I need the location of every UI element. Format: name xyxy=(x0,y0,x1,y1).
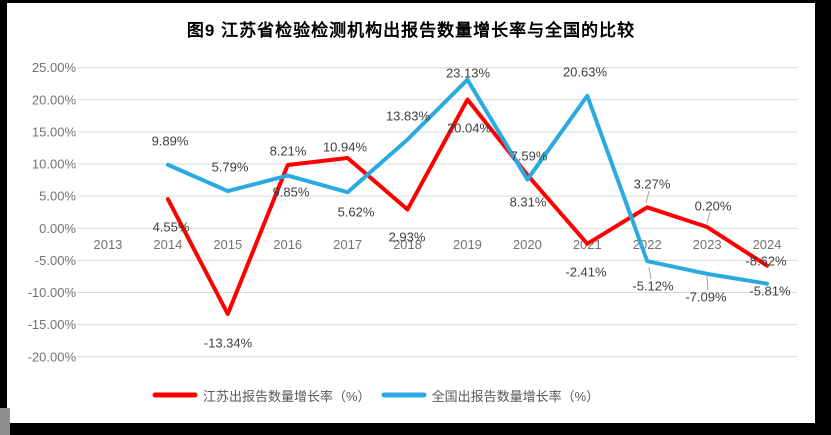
jiangsu-data-label: 9.85% xyxy=(273,185,310,200)
jiangsu-data-label: 4.55% xyxy=(153,220,190,235)
national-legend-swatch xyxy=(381,392,427,398)
figure-border-corner xyxy=(0,408,10,435)
x-axis-label: 2015 xyxy=(213,237,242,252)
national-data-label: 7.59% xyxy=(511,149,548,164)
x-axis-label: 2024 xyxy=(753,237,782,252)
national-data-label: 5.62% xyxy=(338,205,375,220)
legend-item-jiangsu: 江苏出报告数量增长率（%） xyxy=(152,386,371,405)
figure-border-bottom xyxy=(10,423,831,435)
national-data-label: 9.89% xyxy=(152,134,189,149)
chart-legend: 江苏出报告数量增长率（%） 全国出报告数量增长率（%） xyxy=(152,386,599,404)
y-axis-tick-label: 25.00% xyxy=(32,60,77,75)
national-label-leader-line xyxy=(706,275,709,291)
y-axis-tick-label: -15.00% xyxy=(28,317,77,332)
jiangsu-legend-swatch xyxy=(152,392,198,398)
chart-title: 图9 江苏省检验检测机构出报告数量增长率与全国的比较 xyxy=(186,21,636,40)
y-axis-tick-label: 20.00% xyxy=(32,92,77,107)
jiangsu-data-label: -13.34% xyxy=(204,336,253,351)
jiangsu-data-label: 2.93% xyxy=(389,230,426,245)
jiangsu-data-label: 3.27% xyxy=(634,177,671,192)
national-data-label: -5.12% xyxy=(632,279,674,294)
jiangsu-data-label: 10.94% xyxy=(323,140,368,155)
x-axis-label: 2020 xyxy=(513,237,542,252)
national-legend-label: 全国出报告数量增长率（%） xyxy=(431,388,600,404)
national-data-label: 23.13% xyxy=(446,66,491,81)
x-axis-label: 2014 xyxy=(153,237,182,252)
national-data-label: 20.63% xyxy=(563,65,608,80)
legend-item-national: 全国出报告数量增长率（%） xyxy=(381,386,600,405)
y-axis-tick-label: -10.00% xyxy=(28,285,77,300)
y-axis-tick-label: -5.00% xyxy=(35,253,77,268)
figure-border-right xyxy=(815,0,831,435)
x-axis-label: 2018 xyxy=(393,237,422,252)
national-data-label: 5.79% xyxy=(212,160,249,175)
national-series-line xyxy=(165,77,770,286)
national-data-label: -8.62% xyxy=(745,254,787,269)
y-axis-tick-label: 5.00% xyxy=(39,189,76,204)
y-axis-tick-label: 10.00% xyxy=(32,157,77,172)
y-axis-tick-label: 0.00% xyxy=(39,221,76,236)
x-axis-label: 2016 xyxy=(273,237,302,252)
jiangsu-series-line xyxy=(165,97,770,317)
x-axis-label: 2023 xyxy=(693,237,722,252)
jiangsu-label-leader-line xyxy=(645,190,650,204)
y-axis-tick-label: 15.00% xyxy=(32,124,77,139)
x-axis-label: 2017 xyxy=(333,237,362,252)
jiangsu-data-label: -5.81% xyxy=(749,284,791,299)
x-axis-label: 2022 xyxy=(633,237,662,252)
x-axis-label: 2019 xyxy=(453,237,482,252)
national-label-leader-line xyxy=(648,266,652,280)
national-data-label: -7.09% xyxy=(685,290,727,305)
national-data-label: 8.21% xyxy=(270,144,307,159)
jiangsu-data-label: 20.04% xyxy=(447,121,492,136)
jiangsu-data-label: 0.20% xyxy=(695,199,732,214)
jiangsu-label-leader-line xyxy=(706,211,711,224)
x-axis-label: 2013 xyxy=(93,237,122,252)
jiangsu-legend-label: 江苏出报告数量增长率（%） xyxy=(203,388,371,404)
figure-border-top xyxy=(0,0,831,3)
jiangsu-data-label: -2.41% xyxy=(565,265,607,280)
jiangsu-data-label: 8.31% xyxy=(510,195,547,210)
figure-border-left xyxy=(0,0,7,408)
y-axis-tick-label: -20.00% xyxy=(28,349,77,364)
national-data-label: 13.83% xyxy=(386,109,431,124)
